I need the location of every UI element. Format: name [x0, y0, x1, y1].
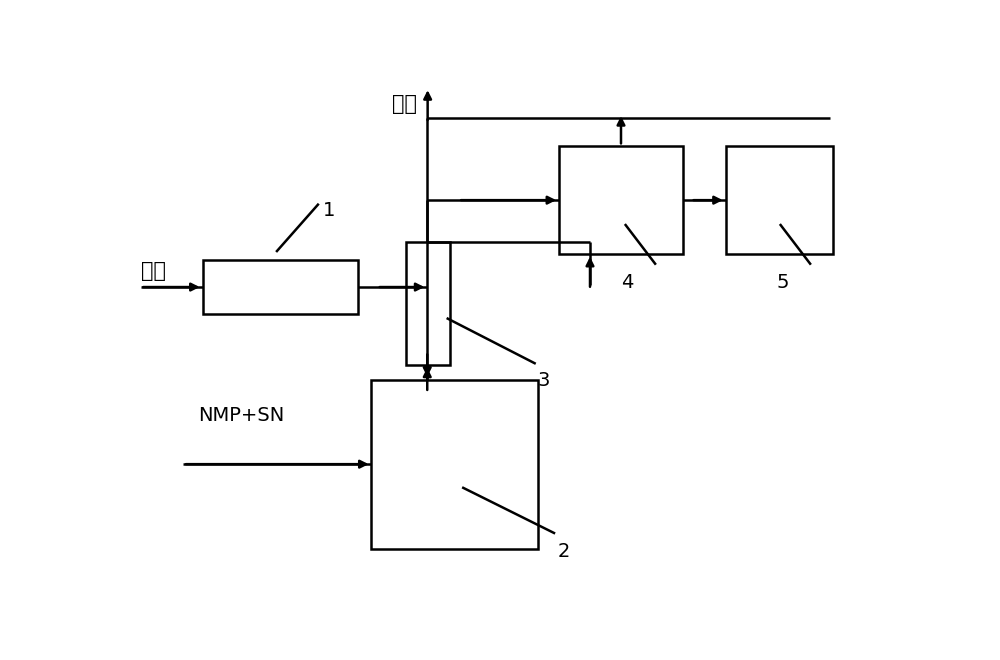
Text: 1: 1 — [323, 201, 335, 220]
Bar — [371, 379, 538, 548]
Text: 氨气: 氨气 — [140, 261, 166, 281]
Text: 氨气: 氨气 — [392, 94, 417, 114]
Text: NMP+SN: NMP+SN — [199, 406, 285, 425]
Bar — [406, 242, 450, 365]
Bar — [202, 260, 358, 314]
Bar — [559, 147, 683, 254]
Text: 3: 3 — [537, 372, 550, 391]
Text: 4: 4 — [621, 273, 633, 292]
Text: 2: 2 — [557, 542, 570, 560]
Text: 5: 5 — [776, 273, 788, 292]
Bar — [726, 147, 833, 254]
